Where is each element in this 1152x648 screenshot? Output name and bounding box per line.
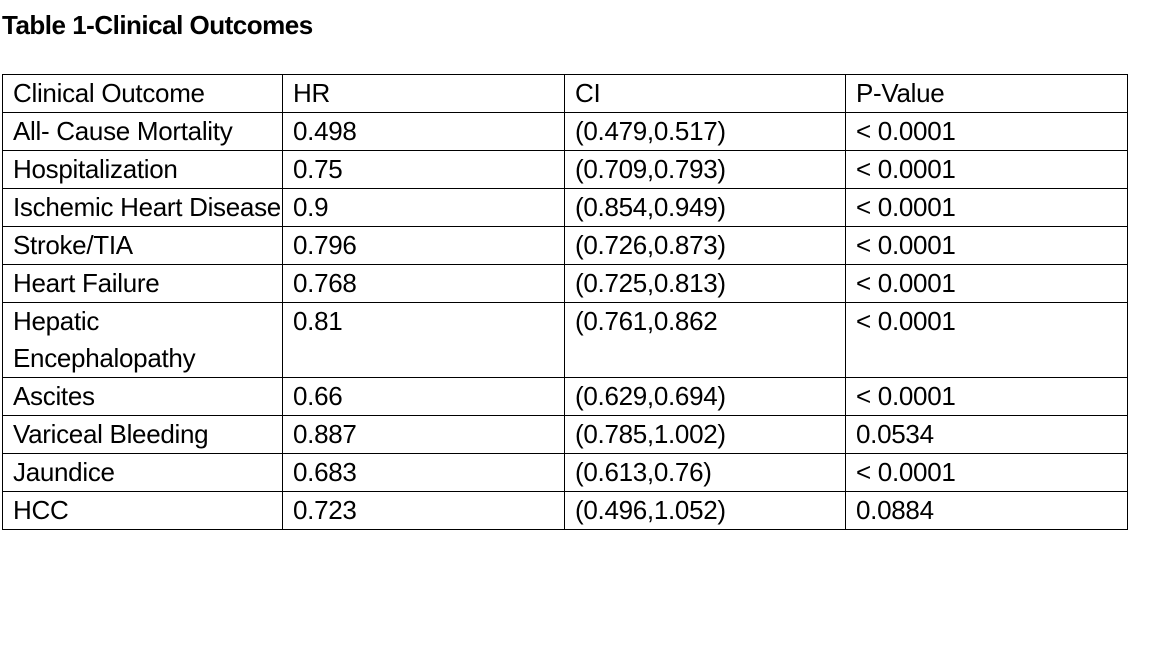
- cell-p-value: 0.0884: [845, 491, 1128, 530]
- table-row: HCC 0.723 (0.496,1.052) 0.0884: [2, 491, 1128, 530]
- cell-hr: 0.683: [282, 453, 565, 492]
- cell-p-value: 0.0534: [845, 415, 1128, 454]
- cell-outcome: Ascites: [2, 377, 283, 416]
- cell-outcome: Variceal Bleeding: [2, 415, 283, 454]
- cell-ci: (0.785,1.002): [564, 415, 846, 454]
- cell-p-value: < 0.0001: [845, 377, 1128, 416]
- cell-p-value: < 0.0001: [845, 302, 1128, 378]
- cell-p-value: < 0.0001: [845, 150, 1128, 189]
- table-row: Jaundice 0.683 (0.613,0.76) < 0.0001: [2, 453, 1128, 492]
- table-row: Hepatic Encephalopathy 0.81 (0.761,0.862…: [2, 302, 1128, 378]
- table-row: All- Cause Mortality 0.498 (0.479,0.517)…: [2, 112, 1128, 151]
- table-title: Table 1-Clinical Outcomes: [2, 10, 313, 40]
- cell-hr: 0.768: [282, 264, 565, 303]
- clinical-outcomes-table: Clinical Outcome HR CI P-Value All- Caus…: [2, 74, 1128, 530]
- header-p-value: P-Value: [845, 74, 1128, 113]
- cell-outcome: Stroke/TIA: [2, 226, 283, 265]
- table-row: Variceal Bleeding 0.887 (0.785,1.002) 0.…: [2, 415, 1128, 454]
- cell-hr: 0.75: [282, 150, 565, 189]
- header-clinical-outcome: Clinical Outcome: [2, 74, 283, 113]
- cell-ci: (0.709,0.793): [564, 150, 846, 189]
- cell-outcome: Jaundice: [2, 453, 283, 492]
- cell-outcome: Hepatic Encephalopathy: [2, 302, 283, 378]
- cell-p-value: < 0.0001: [845, 264, 1128, 303]
- cell-ci: (0.854,0.949): [564, 188, 846, 227]
- cell-ci: (0.761,0.862: [564, 302, 846, 378]
- cell-hr: 0.81: [282, 302, 565, 378]
- cell-hr: 0.66: [282, 377, 565, 416]
- cell-ci: (0.726,0.873): [564, 226, 846, 265]
- table-row: Stroke/TIA 0.796 (0.726,0.873) < 0.0001: [2, 226, 1128, 265]
- cell-hr: 0.796: [282, 226, 565, 265]
- cell-p-value: < 0.0001: [845, 188, 1128, 227]
- cell-ci: (0.725,0.813): [564, 264, 846, 303]
- cell-hr: 0.723: [282, 491, 565, 530]
- cell-p-value: < 0.0001: [845, 226, 1128, 265]
- cell-outcome: Ischemic Heart Disease: [2, 188, 283, 227]
- cell-ci: (0.629,0.694): [564, 377, 846, 416]
- cell-outcome: Heart Failure: [2, 264, 283, 303]
- cell-hr: 0.9: [282, 188, 565, 227]
- cell-p-value: < 0.0001: [845, 453, 1128, 492]
- cell-hr: 0.498: [282, 112, 565, 151]
- cell-outcome: HCC: [2, 491, 283, 530]
- cell-ci: (0.613,0.76): [564, 453, 846, 492]
- header-row: Clinical Outcome HR CI P-Value: [2, 74, 1128, 113]
- table-row: Ischemic Heart Disease 0.9 (0.854,0.949)…: [2, 188, 1128, 227]
- cell-outcome: Hospitalization: [2, 150, 283, 189]
- table-row: Heart Failure 0.768 (0.725,0.813) < 0.00…: [2, 264, 1128, 303]
- cell-hr: 0.887: [282, 415, 565, 454]
- cell-outcome: All- Cause Mortality: [2, 112, 283, 151]
- header-ci: CI: [564, 74, 846, 113]
- header-hr: HR: [282, 74, 565, 113]
- cell-p-value: < 0.0001: [845, 112, 1128, 151]
- cell-ci: (0.496,1.052): [564, 491, 846, 530]
- table-row: Ascites 0.66 (0.629,0.694) < 0.0001: [2, 377, 1128, 416]
- table-row: Hospitalization 0.75 (0.709,0.793) < 0.0…: [2, 150, 1128, 189]
- cell-ci: (0.479,0.517): [564, 112, 846, 151]
